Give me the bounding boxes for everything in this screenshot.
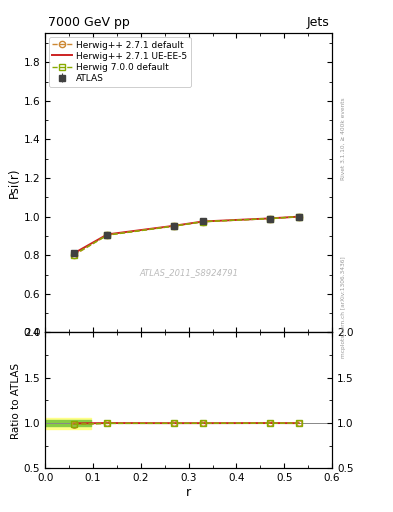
Herwig 7.0.0 default [105, 232, 110, 238]
Line: Herwig 7.0.0 default: Herwig 7.0.0 default [71, 214, 302, 258]
Herwig++ 2.7.1 UE-EE-5 [296, 214, 301, 220]
Herwig++ 2.7.1 UE-EE-5 [72, 250, 76, 257]
Herwig 7.0.0 default [268, 216, 272, 222]
Herwig++ 2.7.1 default [105, 232, 110, 238]
Herwig++ 2.7.1 default [296, 214, 301, 220]
Y-axis label: Psi(r): Psi(r) [8, 167, 21, 198]
Line: Herwig++ 2.7.1 default: Herwig++ 2.7.1 default [71, 214, 302, 259]
Herwig++ 2.7.1 UE-EE-5 [172, 223, 177, 229]
Line: Herwig++ 2.7.1 UE-EE-5: Herwig++ 2.7.1 UE-EE-5 [74, 217, 299, 253]
Herwig++ 2.7.1 UE-EE-5 [105, 231, 110, 238]
Herwig 7.0.0 default [201, 219, 206, 225]
Text: 7000 GeV pp: 7000 GeV pp [48, 16, 130, 29]
Herwig++ 2.7.1 default [172, 223, 177, 229]
Text: mcplots.cern.ch [arXiv:1306.3436]: mcplots.cern.ch [arXiv:1306.3436] [341, 257, 345, 358]
Herwig++ 2.7.1 default [72, 252, 76, 259]
Herwig++ 2.7.1 default [268, 216, 272, 222]
Herwig++ 2.7.1 default [201, 219, 206, 225]
Legend: Herwig++ 2.7.1 default, Herwig++ 2.7.1 UE-EE-5, Herwig 7.0.0 default, ATLAS: Herwig++ 2.7.1 default, Herwig++ 2.7.1 U… [49, 37, 191, 87]
Text: Rivet 3.1.10, ≥ 400k events: Rivet 3.1.10, ≥ 400k events [341, 97, 345, 180]
Herwig++ 2.7.1 UE-EE-5 [268, 216, 272, 222]
Herwig 7.0.0 default [172, 223, 177, 229]
Herwig++ 2.7.1 UE-EE-5 [201, 219, 206, 225]
X-axis label: r: r [186, 486, 191, 499]
Herwig 7.0.0 default [72, 251, 76, 258]
Text: ATLAS_2011_S8924791: ATLAS_2011_S8924791 [139, 268, 238, 277]
Herwig 7.0.0 default [296, 214, 301, 220]
Y-axis label: Ratio to ATLAS: Ratio to ATLAS [11, 362, 21, 439]
Text: Jets: Jets [307, 16, 329, 29]
